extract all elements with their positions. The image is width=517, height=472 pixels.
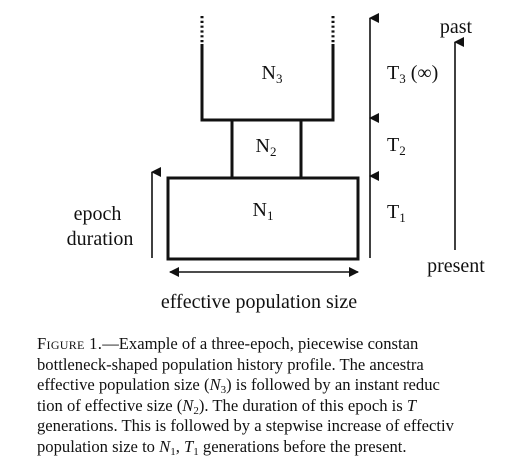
caption-line-4: tion of effective size (N2). The duratio… [37,396,517,417]
caption-text: —Example of a three-epoch, piecewise con… [102,334,419,353]
caption-text: ). The duration of this epoch is [198,395,407,415]
caption-line-6: population size to N1, T1 generations be… [37,437,517,458]
caption-text: , [175,436,185,456]
caption-text: ) is followed by an instant reduc [226,375,440,394]
timeline-present-label: present [427,255,485,277]
caption-text: 1 [193,445,199,457]
caption-text: T [406,395,417,415]
timeline-past-label: past [440,16,473,38]
caption-text: generations before the present. [198,436,407,456]
epoch-1-time-label: T1 [387,201,406,225]
population-size-label: effective population size [161,291,357,313]
caption-line-3: effective population size (N3) is follow… [37,375,517,396]
epoch-duration-label: epoch duration [67,203,134,250]
epoch-1-box [166,176,360,261]
figure-caption: Figure 1.—Example of a three-epoch, piec… [37,334,517,457]
caption-text: N [182,395,194,415]
epoch-2-time-label: T2 [387,134,406,158]
figure-label: Figure 1. [37,334,103,353]
caption-text: 1 [170,445,176,457]
epoch-1-label: N1 [253,199,274,223]
caption-text: population size to [37,436,160,456]
caption-text: 3 [220,384,227,396]
epoch-2-label: N2 [256,135,277,159]
caption-text: bottleneck-shaped population history pro… [37,354,424,374]
epoch-3-time-label: T3 (∞) [387,62,438,86]
caption-text: effective population size ( [37,375,210,394]
caption-text: N [209,375,221,394]
caption-text: T [184,436,194,456]
population-history-diagram: N3 N2 N1 T3 (∞) T2 T1 epoch duration pas… [67,13,485,313]
caption-text: N [159,436,171,456]
caption-text: tion of effective size ( [37,395,183,415]
caption-line-1: Figure 1.—Example of a three-epoch, piec… [37,334,517,355]
epoch-3-label: N3 [262,62,283,86]
caption-line-5: generations. This is followed by a stepw… [37,416,517,437]
caption-text: 2 [193,404,199,417]
caption-text: generations. This is followed by a stepw… [37,416,454,435]
caption-line-2: bottleneck-shaped population history pro… [37,355,517,376]
